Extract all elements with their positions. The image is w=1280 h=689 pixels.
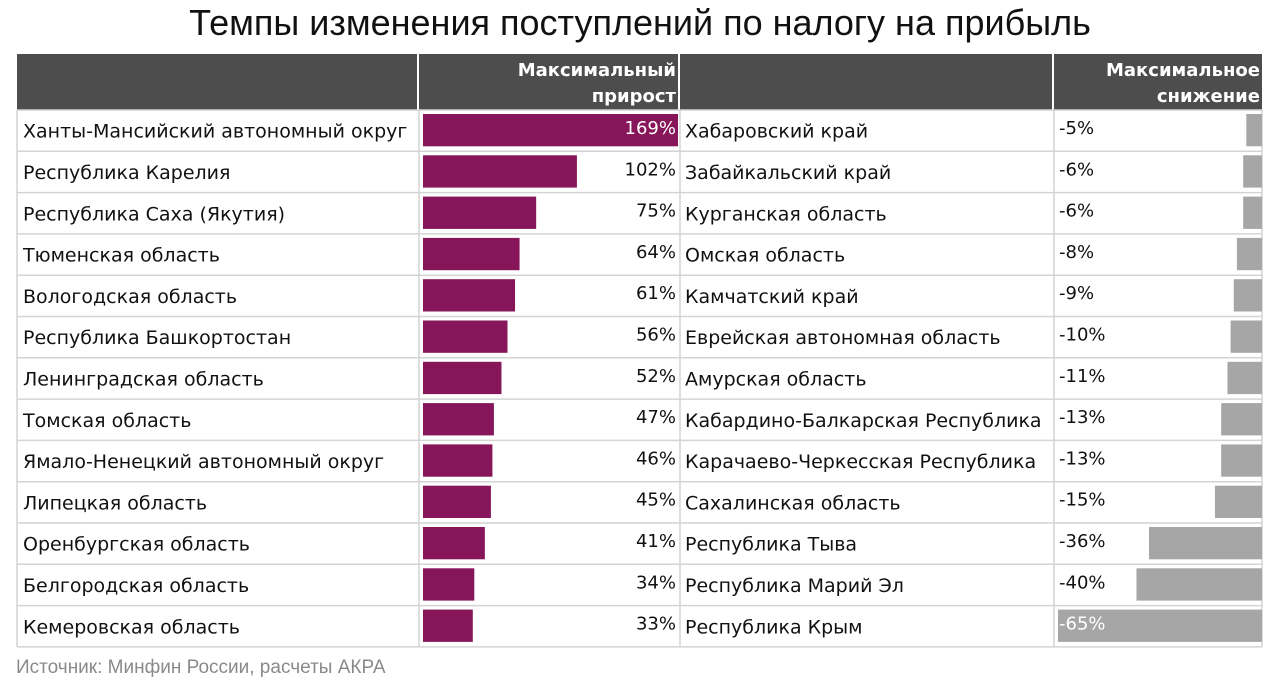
header-growth-line2: прирост: [592, 86, 677, 107]
growth-bar: [423, 609, 473, 642]
growth-region-label: Вологодская область: [23, 286, 237, 308]
growth-value-label: 45%: [636, 490, 676, 511]
tax-growth-chart: Максимальный прирост Максимальное снижение Х…: [16, 54, 1263, 648]
decline-bar: [1236, 237, 1262, 271]
growth-bar: [423, 568, 475, 601]
growth-value-label: 47%: [636, 407, 676, 428]
growth-value-label: 64%: [636, 242, 676, 263]
header-growth-line1: Максимальный: [518, 60, 676, 81]
growth-value-label: 46%: [636, 448, 676, 469]
decline-value-label: -65%: [1059, 614, 1106, 635]
growth-region-label: Томская область: [22, 410, 191, 432]
decline-region-label: Республика Марий Эл: [685, 575, 904, 597]
decline-region-label: Курганская область: [685, 203, 887, 225]
decline-region-label: Забайкальский край: [685, 162, 891, 184]
decline-bar: [1233, 279, 1262, 312]
growth-value-label: 75%: [636, 201, 676, 222]
growth-value-label: 41%: [636, 531, 676, 552]
growth-region-label: Белгородская область: [23, 575, 249, 597]
decline-value-label: -9%: [1059, 283, 1094, 304]
decline-value-label: -5%: [1059, 118, 1094, 139]
growth-region-label: Республика Саха (Якутия): [23, 203, 285, 225]
decline-bar: [1221, 403, 1262, 436]
decline-value-label: -6%: [1059, 201, 1094, 222]
decline-bar: [1058, 609, 1262, 642]
growth-value-label: 33%: [636, 614, 676, 635]
decline-region-label: Омская область: [685, 245, 845, 267]
growth-value-label: 61%: [636, 283, 676, 304]
growth-region-label: Кемеровская область: [23, 616, 240, 638]
growth-bar: [423, 444, 493, 477]
decline-region-label: Амурская область: [685, 368, 867, 390]
decline-bar: [1214, 485, 1262, 518]
decline-region-label: Еврейская автономная область: [685, 327, 1001, 349]
growth-region-label: Ямало-Ненецкий автономный округ: [23, 451, 384, 473]
header-cell: [1054, 54, 1262, 110]
decline-bar: [1149, 527, 1262, 560]
growth-value-label: 34%: [636, 572, 676, 593]
decline-bar: [1243, 196, 1262, 229]
growth-bar: [423, 527, 485, 560]
growth-bar: [423, 403, 494, 436]
growth-region-label: Республика Карелия: [23, 162, 230, 184]
decline-region-label: Республика Тыва: [685, 534, 857, 556]
decline-value-label: -11%: [1059, 366, 1106, 387]
header-cell: [17, 54, 417, 110]
growth-region-label: Ханты-Мансийский автономный округ: [23, 121, 407, 143]
growth-bar: [423, 237, 520, 271]
growth-value-label: 56%: [636, 325, 676, 346]
decline-region-label: Республика Крым: [685, 616, 863, 638]
decline-value-label: -13%: [1059, 448, 1106, 469]
growth-bar: [423, 361, 502, 395]
growth-region-label: Липецкая область: [23, 492, 207, 514]
header-decline-line2: снижение: [1157, 86, 1260, 107]
decline-region-label: Хабаровский край: [685, 121, 868, 143]
source-note: Источник: Минфин России, расчеты АКРА: [16, 657, 386, 678]
growth-bar: [423, 155, 577, 188]
growth-bar: [423, 320, 508, 353]
growth-value-label: 102%: [625, 159, 676, 180]
decline-bar: [1136, 568, 1262, 601]
growth-region-label: Республика Башкортостан: [23, 327, 291, 349]
decline-value-label: -40%: [1059, 572, 1106, 593]
decline-value-label: -6%: [1059, 159, 1094, 180]
growth-region-label: Тюменская область: [22, 245, 220, 267]
growth-region-label: Оренбургская область: [23, 534, 250, 556]
growth-region-label: Ленинградская область: [23, 368, 264, 390]
decline-bar: [1243, 155, 1262, 188]
decline-region-label: Кабардино-Балкарская Республика: [685, 410, 1042, 432]
decline-region-label: Сахалинская область: [685, 492, 901, 514]
decline-bar: [1230, 320, 1262, 353]
decline-bar: [1246, 114, 1262, 147]
growth-value-label: 52%: [636, 366, 676, 387]
decline-region-label: Камчатский край: [685, 286, 859, 308]
decline-value-label: -8%: [1059, 242, 1094, 263]
header-cell: [680, 54, 1052, 110]
decline-value-label: -13%: [1059, 407, 1106, 428]
decline-bar: [1221, 444, 1262, 477]
growth-value-label: 169%: [625, 118, 676, 139]
header-cell: [419, 54, 678, 110]
growth-bar: [423, 279, 516, 312]
decline-value-label: -15%: [1059, 490, 1106, 511]
growth-bar: [423, 196, 537, 229]
decline-value-label: -36%: [1059, 531, 1106, 552]
chart-title: Темпы изменения поступлений по налогу на…: [189, 2, 1091, 43]
header-decline-line1: Максимальное: [1106, 60, 1260, 81]
decline-bar: [1227, 361, 1262, 395]
decline-value-label: -10%: [1059, 325, 1106, 346]
growth-bar: [423, 485, 491, 518]
decline-region-label: Карачаево-Черкесская Республика: [685, 451, 1036, 473]
growth-bar: [423, 114, 678, 147]
